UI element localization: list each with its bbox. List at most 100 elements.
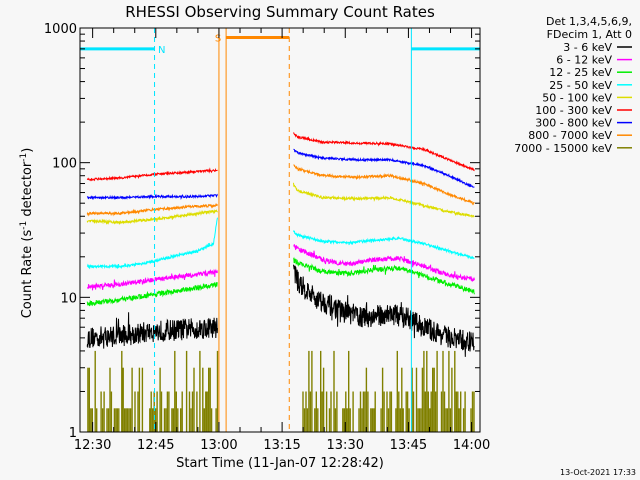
block-bar — [346, 408, 348, 432]
block-bar — [168, 391, 170, 432]
block-bar — [371, 408, 373, 432]
block-bar — [411, 367, 413, 432]
block-bar — [91, 408, 93, 432]
block-bar — [427, 391, 429, 432]
block-bar — [172, 408, 174, 432]
block-bar — [302, 391, 304, 432]
block-bar — [305, 391, 307, 432]
block-bar — [116, 408, 118, 432]
y-tick-label: 1 — [69, 426, 77, 441]
series-line-5-segment-1 — [86, 209, 218, 225]
block-bar — [150, 391, 152, 432]
block-bar — [415, 367, 418, 432]
block-bar — [430, 391, 432, 432]
block-bar — [190, 408, 192, 432]
block-bar — [129, 408, 132, 432]
x-tick-label: 13:30 — [327, 438, 364, 453]
block-bar — [196, 391, 198, 432]
block-bar — [138, 367, 141, 432]
block-bar — [383, 391, 385, 432]
y-tick-label: 100 — [52, 157, 77, 172]
block-bar — [215, 408, 217, 432]
block-bar — [180, 408, 182, 432]
series-line-1-segment-1 — [86, 312, 218, 349]
x-tick-label: 12:30 — [74, 438, 111, 453]
x-tick-label: 13:15 — [263, 438, 300, 453]
block-bar — [429, 408, 431, 432]
block-bar — [131, 367, 133, 432]
block-bar — [420, 408, 422, 432]
block-bar — [364, 391, 366, 432]
y-axis-label-mid: detector — [20, 161, 35, 221]
plot-area — [80, 28, 480, 432]
block-bar — [395, 408, 397, 432]
block-bar — [216, 350, 219, 432]
block-bar — [408, 408, 410, 432]
block-bar — [451, 367, 453, 432]
block-bar — [398, 391, 400, 432]
legend-label-4: 25 - 50 keV — [549, 79, 612, 92]
block-bar — [202, 367, 204, 432]
block-bar — [315, 391, 317, 432]
block-bar — [110, 391, 113, 432]
block-bar — [124, 408, 126, 432]
block-bar — [106, 408, 108, 432]
block-bar — [96, 408, 98, 432]
y-axis-label-sup1: -1 — [19, 221, 29, 230]
block-bar — [460, 391, 462, 432]
block-bar — [122, 367, 124, 432]
block-bar — [348, 350, 350, 432]
block-bar — [406, 391, 409, 432]
block-bar — [308, 350, 310, 432]
block-bar — [365, 367, 368, 432]
block-bar — [159, 367, 161, 432]
block-bar — [121, 350, 123, 432]
block-bar — [321, 391, 323, 432]
block-bar — [100, 391, 102, 432]
x-tick-label: 13:45 — [390, 438, 427, 453]
block-bar — [181, 391, 183, 432]
block-bar — [330, 391, 332, 432]
block-bar — [185, 350, 188, 432]
block-bar — [206, 391, 208, 432]
y-axis-label-sup2: -1 — [19, 153, 29, 162]
y-tick-label: 1000 — [44, 22, 77, 37]
block-bar — [125, 408, 127, 432]
legend-label-1: 3 - 6 keV — [563, 41, 612, 54]
series-9-blocks-segment-2 — [302, 350, 475, 432]
y-axis-label: Count Rate (s-1 detector-1) — [19, 148, 35, 319]
series-line-5-segment-2 — [293, 182, 475, 218]
block-bar — [423, 350, 425, 432]
block-bar — [149, 408, 151, 432]
block-bar — [165, 408, 167, 432]
block-bar — [374, 391, 376, 432]
block-bar — [109, 367, 111, 432]
block-bar — [208, 367, 210, 432]
block-bar — [370, 408, 372, 432]
plot-frame — [79, 27, 481, 433]
block-bar — [359, 391, 362, 432]
legend-label-6: 100 - 300 keV — [535, 104, 612, 117]
marker-n: N — [158, 45, 165, 56]
footer-timestamp: 13-Oct-2021 17:33 — [560, 468, 636, 477]
block-bar — [448, 350, 450, 432]
block-bar — [471, 391, 474, 432]
series-line-2-segment-1 — [86, 268, 218, 291]
block-bar — [166, 391, 169, 432]
block-bar — [434, 391, 437, 432]
block-bar — [401, 367, 403, 432]
series-line-8-segment-1 — [86, 203, 218, 217]
block-bar — [455, 391, 457, 432]
block-bar — [94, 350, 96, 432]
block-bar — [199, 350, 201, 432]
y-tick-label: 10 — [60, 291, 77, 306]
block-bar — [107, 408, 110, 432]
legend-label-2: 6 - 12 keV — [556, 54, 612, 67]
block-bar — [458, 408, 460, 432]
block-bar — [396, 350, 398, 432]
block-bar — [163, 408, 166, 432]
block-bar — [101, 408, 104, 432]
block-bar — [432, 367, 434, 432]
block-bar — [177, 408, 179, 432]
